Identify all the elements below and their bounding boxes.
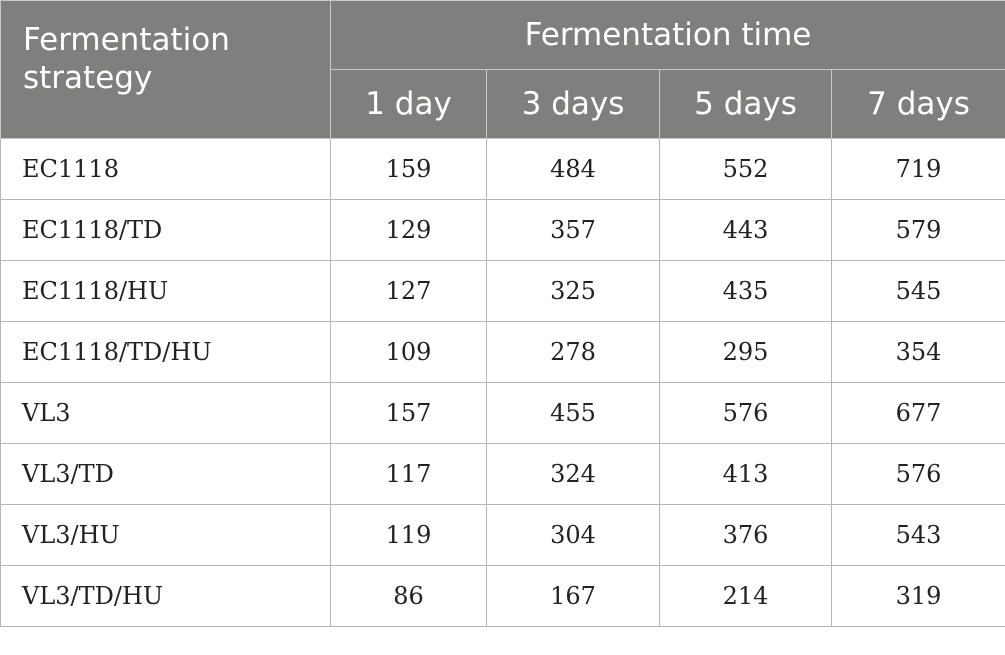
value-cell: 214 — [659, 565, 832, 627]
value-cell: 545 — [831, 260, 1005, 322]
value-cell: 719 — [831, 138, 1005, 200]
value-cell: 319 — [831, 565, 1005, 627]
value-cell: 117 — [330, 443, 487, 505]
value-cell: 435 — [659, 260, 832, 322]
strategy-cell: EC1118/TD/HU — [0, 321, 331, 383]
value-cell: 325 — [486, 260, 660, 322]
table-row: EC1118 159 484 552 719 — [0, 138, 1005, 200]
value-cell: 677 — [831, 382, 1005, 444]
value-cell: 157 — [330, 382, 487, 444]
header-fermentation-time: Fermentation time — [330, 0, 1005, 70]
fermentation-table: Fermentation strategy Fermentation time … — [0, 0, 1005, 627]
table-row: EC1118/HU 127 325 435 545 — [0, 260, 1005, 322]
value-cell: 127 — [330, 260, 487, 322]
value-cell: 167 — [486, 565, 660, 627]
strategy-cell: VL3/HU — [0, 504, 331, 566]
value-cell: 159 — [330, 138, 487, 200]
value-cell: 295 — [659, 321, 832, 383]
value-cell: 579 — [831, 199, 1005, 261]
value-cell: 129 — [330, 199, 487, 261]
strategy-cell: VL3/TD/HU — [0, 565, 331, 627]
strategy-cell: EC1118 — [0, 138, 331, 200]
header-fermentation-strategy: Fermentation strategy — [0, 0, 331, 139]
column-header-7-days: 7 days — [831, 69, 1005, 139]
table-row: EC1118/TD/HU 109 278 295 354 — [0, 321, 1005, 383]
column-header-5-days: 5 days — [659, 69, 832, 139]
value-cell: 455 — [486, 382, 660, 444]
value-cell: 552 — [659, 138, 832, 200]
value-cell: 119 — [330, 504, 487, 566]
value-cell: 443 — [659, 199, 832, 261]
table-row: VL3 157 455 576 677 — [0, 382, 1005, 444]
value-cell: 354 — [831, 321, 1005, 383]
table-body: EC1118 159 484 552 719 EC1118/TD 129 357… — [0, 138, 1005, 627]
value-cell: 278 — [486, 321, 660, 383]
column-header-1-day: 1 day — [330, 69, 487, 139]
table-row: VL3/TD 117 324 413 576 — [0, 443, 1005, 505]
value-cell: 484 — [486, 138, 660, 200]
value-cell: 86 — [330, 565, 487, 627]
value-cell: 109 — [330, 321, 487, 383]
value-cell: 576 — [659, 382, 832, 444]
table-row: VL3/TD/HU 86 167 214 319 — [0, 565, 1005, 627]
column-header-3-days: 3 days — [486, 69, 660, 139]
value-cell: 324 — [486, 443, 660, 505]
value-cell: 357 — [486, 199, 660, 261]
value-cell: 543 — [831, 504, 1005, 566]
value-cell: 304 — [486, 504, 660, 566]
strategy-cell: VL3/TD — [0, 443, 331, 505]
table-row: EC1118/TD 129 357 443 579 — [0, 199, 1005, 261]
value-cell: 376 — [659, 504, 832, 566]
strategy-cell: VL3 — [0, 382, 331, 444]
strategy-cell: EC1118/HU — [0, 260, 331, 322]
value-cell: 413 — [659, 443, 832, 505]
value-cell: 576 — [831, 443, 1005, 505]
table-row: VL3/HU 119 304 376 543 — [0, 504, 1005, 566]
table-header: Fermentation strategy Fermentation time … — [0, 0, 1005, 139]
strategy-cell: EC1118/TD — [0, 199, 331, 261]
